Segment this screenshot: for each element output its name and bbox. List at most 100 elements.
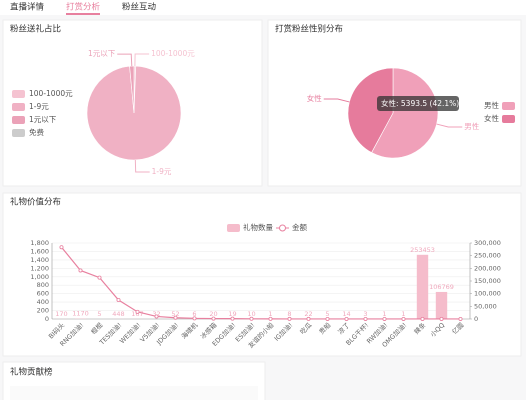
data-label: 5: [97, 310, 101, 318]
data-label: 106769: [429, 283, 454, 291]
y-tick-label: 1,000: [30, 273, 49, 281]
line-point: [325, 316, 330, 321]
slice-label: 女性: [307, 93, 322, 103]
data-label: 1: [401, 310, 405, 318]
line-point: [97, 275, 102, 280]
slice-label: 1元以下: [88, 49, 116, 58]
tab-bar: [0, 0, 526, 15]
label-line: [323, 98, 350, 103]
panel-title: 粉丝送礼占比: [10, 24, 61, 35]
data-label: 5: [325, 310, 329, 318]
line-point: [306, 316, 311, 321]
bar: [435, 291, 448, 319]
legend-label[interactable]: 男性: [484, 100, 499, 110]
slice-label: 100-1000元: [151, 49, 195, 58]
legend-swatch[interactable]: [12, 129, 25, 137]
label-line: [134, 53, 150, 67]
legend-label[interactable]: 100-1000元: [29, 89, 73, 98]
data-label: 167: [131, 310, 143, 318]
y-tick-label: 1,400: [30, 256, 49, 264]
line-point: [116, 297, 121, 302]
data-label: 22: [304, 310, 312, 318]
data-label: 20: [209, 310, 217, 318]
line-point: [135, 309, 140, 314]
legend-swatch[interactable]: [502, 115, 515, 123]
y-tick-label: 1,200: [30, 264, 49, 272]
line-point: [78, 268, 83, 273]
tab[interactable]: 粉丝互动: [122, 2, 157, 13]
y-tick-label: 600: [37, 290, 49, 298]
line: [61, 246, 461, 320]
line-point: [249, 316, 254, 321]
legend-label[interactable]: 1-9元: [29, 102, 49, 111]
y-tick-label: 200: [37, 307, 49, 315]
line-point: [420, 316, 425, 321]
y2-tick-label: 100,000: [474, 290, 501, 298]
data-label: 14: [342, 310, 350, 318]
line-point: [230, 316, 235, 321]
y-tick-label: 1,800: [30, 239, 49, 247]
data-label: 1170: [72, 310, 89, 318]
panel-title: 打赏粉丝性别分布: [275, 24, 343, 35]
y2-tick-label: 300,000: [474, 239, 501, 247]
panel-title: 礼物贡献榜: [10, 367, 53, 378]
data-label: 253453: [410, 246, 435, 254]
y2-tick-label: 200,000: [474, 264, 501, 272]
legend-swatch[interactable]: [227, 224, 240, 232]
y-tick-label: 1,600: [30, 247, 49, 255]
line-point: [211, 316, 216, 321]
label-line: [436, 123, 463, 128]
data-label: 32: [152, 310, 160, 318]
tab[interactable]: 直播详情: [10, 2, 45, 13]
y2-tick-label: 250,000: [474, 252, 501, 260]
data-label: 52: [171, 310, 179, 318]
line-point: [401, 316, 406, 321]
line-point: [458, 316, 463, 321]
panel: [267, 19, 522, 187]
line-point: [382, 316, 387, 321]
line-point: [173, 315, 178, 320]
legend-swatch[interactable]: [12, 90, 25, 98]
line-point: [363, 316, 368, 321]
line-point: [59, 245, 64, 250]
line-point: [287, 316, 292, 321]
legend-swatch[interactable]: [12, 103, 25, 111]
y-tick-label: 800: [37, 281, 49, 289]
legend-label[interactable]: 礼物数量: [243, 222, 273, 232]
slice-label: 男性: [464, 121, 479, 131]
data-label: 1: [268, 310, 272, 318]
legend-label[interactable]: 免费: [29, 127, 44, 137]
data-label: 10: [247, 310, 255, 318]
legend-swatch[interactable]: [279, 224, 286, 232]
slice-label: 1-9元: [152, 167, 172, 176]
line-point: [268, 316, 273, 321]
y-tick-label: 0: [45, 315, 49, 323]
tooltip-box: [377, 96, 459, 111]
tab[interactable]: 打赏分析: [66, 2, 101, 13]
data-label: 19: [228, 310, 236, 318]
data-label: 8: [287, 310, 291, 318]
legend-swatch[interactable]: [12, 116, 25, 124]
panel-title: 礼物价值分布: [10, 197, 61, 208]
panel: [2, 192, 522, 357]
data-label: 170: [55, 310, 67, 318]
line-point: [154, 314, 159, 319]
legend-label[interactable]: 金额: [292, 222, 307, 232]
line-point: [344, 316, 349, 321]
legend-swatch[interactable]: [502, 102, 515, 110]
line-point: [192, 316, 197, 321]
label-line: [117, 53, 133, 67]
pie-slice: [347, 67, 394, 153]
y2-tick-label: 150,000: [474, 277, 501, 285]
y2-tick-label: 0: [474, 315, 478, 323]
y2-tick-label: 50,000: [474, 302, 497, 310]
tab-underline: [66, 13, 100, 15]
line-point: [439, 316, 444, 321]
bar: [416, 254, 429, 319]
legend-label[interactable]: 女性: [484, 113, 499, 123]
legend-label[interactable]: 1元以下: [29, 115, 57, 124]
table-header: [10, 386, 258, 400]
data-label: 6: [192, 310, 196, 318]
